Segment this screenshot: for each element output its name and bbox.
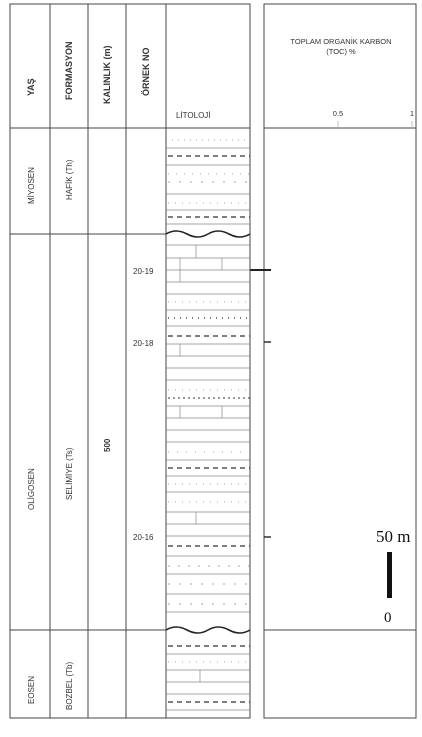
lithology-selimiye-pattern xyxy=(166,244,250,613)
formation-label-hafik: HAFİK (Th) xyxy=(65,159,74,200)
formation-label-bozbel: BOZBEL (Tb) xyxy=(65,662,74,710)
toc-panel-frame xyxy=(263,3,417,719)
unconformity-upper xyxy=(166,230,250,238)
column-table-frame xyxy=(9,3,251,719)
scale-bar-top-label: 50 m xyxy=(376,527,410,546)
formation-label-selimiye: SELİMİYE (Ts) xyxy=(65,447,74,500)
thickness-label: 500 xyxy=(103,438,112,452)
scale-bar: 50 m 0 xyxy=(376,527,410,626)
toc-tick-label: 1 xyxy=(410,109,414,118)
age-label-miyosen: MİYOSEN xyxy=(27,167,36,204)
header-age: YAŞ xyxy=(26,78,36,96)
toc-axis-ticks: 0.5 1 xyxy=(333,109,414,127)
toc-sample-marks xyxy=(250,269,271,538)
scale-bar-line xyxy=(387,552,392,598)
toc-title-line1: TOPLAM ORGANİK KARBON xyxy=(290,37,391,46)
header-sample-no: ÖRNEK NO xyxy=(141,47,151,96)
unconformity-lower xyxy=(166,626,250,634)
lithology-column xyxy=(166,139,250,711)
lithology-hafik-pattern xyxy=(166,139,250,225)
toc-title-line2: (TOC) % xyxy=(326,47,356,56)
age-label-eosen: EOSEN xyxy=(27,676,36,704)
header-formation: FORMASYON xyxy=(64,42,74,101)
sample-label-20-18: 20-18 xyxy=(133,339,154,348)
lithology-bozbel-pattern xyxy=(166,645,250,711)
sample-label-20-16: 20-16 xyxy=(133,533,154,542)
header-lithology: LİTOLOJİ xyxy=(176,111,211,120)
toc-tick-label: 0.5 xyxy=(333,109,343,118)
header-thickness: KALINLIK (m) xyxy=(102,46,112,105)
age-label-oligosen: OLİGOSEN xyxy=(27,468,36,510)
sample-label-20-19: 20-19 xyxy=(133,267,154,276)
scale-bar-bottom-label: 0 xyxy=(384,610,392,626)
